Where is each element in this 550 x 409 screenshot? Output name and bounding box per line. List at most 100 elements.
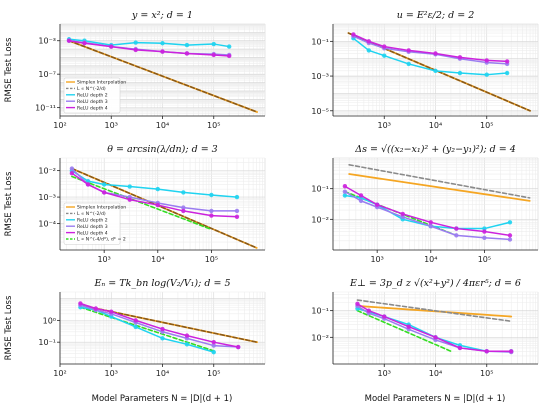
data-point-relu-depth-3 [342, 189, 348, 194]
data-point-relu-depth-4 [351, 32, 356, 37]
x-tick-label: 10³ [105, 121, 118, 130]
y-tick-label: 10⁻⁴ [38, 220, 56, 229]
series-group [78, 301, 258, 355]
data-point-relu-depth-2 [234, 194, 240, 200]
data-point-relu-depth-2 [184, 342, 190, 347]
data-point-relu-depth-4 [85, 182, 91, 187]
data-point-relu-depth-4 [358, 193, 364, 198]
legend-label: ReLU depth 2 [77, 93, 108, 99]
data-point-relu-depth-4 [93, 306, 99, 311]
y-tick-label: 10⁻¹ [311, 37, 329, 46]
y-tick-label: 10⁻² [38, 167, 56, 176]
y-axis-label-1: RMSE Test Loss [4, 37, 14, 102]
x-tick-label: 10⁵ [207, 121, 220, 130]
legend-box [63, 77, 121, 114]
y-tick-label: 10⁻³ [38, 37, 56, 46]
data-point-relu-depth-2 [133, 324, 138, 330]
data-point-relu-depth-2 [184, 42, 190, 48]
x-axis-label-left: Model Parameters N = |D|(d + 1) [92, 394, 233, 404]
legend-label: ReLU depth 4 [77, 230, 108, 236]
series-line-relu-depth-3 [344, 190, 511, 241]
data-point-relu-depth-3 [428, 223, 433, 229]
series-line-relu-depth-4 [68, 39, 230, 57]
chart-panel-4: 10³ 10⁴ 10⁵ 10⁻¹ 10⁻² Δs = √((x₂−x₁)² + (y₂−y… [311, 144, 539, 264]
chart-panel-1: 10² 10³ 10⁴ 10⁵ 10⁻³ 10⁻⁷ 10⁻¹¹ y = x²; d = 1 [35, 10, 266, 130]
data-point-relu-depth-2 [433, 68, 438, 74]
data-point-relu-depth-4 [484, 349, 489, 354]
grid [59, 291, 266, 365]
data-point-relu-depth-2 [507, 220, 513, 225]
series-line-relu-depth-4 [356, 303, 512, 353]
series-group [347, 32, 531, 112]
data-point-relu-depth-4 [504, 59, 510, 64]
data-point-relu-depth-2 [160, 41, 165, 46]
data-point-relu-depth-4 [382, 44, 387, 49]
data-point-relu-depth-4 [184, 51, 190, 56]
data-point-relu-depth-4 [428, 220, 433, 225]
data-point-relu-depth-4 [184, 333, 190, 338]
data-point-relu-depth-4 [355, 301, 360, 307]
data-point-relu-depth-2 [366, 48, 372, 53]
data-point-relu-depth-4 [433, 335, 438, 340]
data-point-relu-depth-4 [366, 39, 372, 44]
chart-panel-3: 10³ 10⁴ 10⁵ 10⁻² 10⁻³ 10⁻⁴ θ = arcsin(λ/dn); d… [38, 144, 266, 264]
data-point-relu-depth-3 [209, 208, 214, 214]
data-point-relu-depth-4 [433, 51, 438, 56]
data-point-relu-depth-3 [181, 205, 186, 210]
data-point-relu-depth-4 [382, 314, 387, 319]
data-point-relu-depth-4 [160, 326, 165, 332]
legend-label: Simplex Interpolation [77, 80, 126, 86]
series-group [355, 299, 514, 355]
data-point-relu-depth-2 [155, 186, 160, 192]
data-point-relu-depth-4 [507, 233, 513, 238]
series-line-relu-depth-2 [71, 169, 238, 198]
data-point-relu-depth-4 [234, 214, 240, 219]
series-line-relu-depth-4 [71, 172, 238, 218]
x-tick-label: 10³ [378, 369, 391, 378]
legend-label: L ∝ N^(-4/d*), d* = 2 [77, 237, 126, 243]
x-tick-label: 10⁵ [207, 369, 220, 378]
x-tick-label: 10⁴ [429, 369, 442, 378]
data-point-relu-depth-4 [509, 349, 514, 354]
data-point-relu-depth-4 [82, 41, 87, 46]
data-point-relu-depth-4 [209, 213, 214, 218]
series-group [342, 164, 531, 242]
data-point-relu-depth-2 [504, 70, 510, 76]
series-line-l-n-2-d [71, 167, 258, 249]
data-point-relu-depth-2 [484, 72, 489, 77]
legend-box [63, 202, 121, 245]
y-tick-label: 10⁻³ [311, 72, 329, 81]
x-tick-label: 10⁵ [205, 255, 218, 264]
x-tick-label: 10⁵ [480, 121, 493, 130]
x-tick-label: 10⁵ [480, 369, 493, 378]
data-point-relu-depth-3 [69, 166, 75, 171]
data-point-relu-depth-4 [211, 52, 216, 58]
legend-label: ReLU depth 3 [77, 224, 108, 230]
chart-title: θ = arcsin(λ/dn); d = 3 [107, 144, 217, 155]
data-point-relu-depth-2 [342, 193, 348, 198]
series-line-relu-depth-4 [79, 302, 239, 348]
data-point-relu-depth-4 [101, 190, 107, 195]
data-point-relu-depth-4 [366, 308, 372, 313]
x-tick-label: 10³ [378, 121, 391, 130]
data-point-relu-depth-3 [482, 235, 487, 240]
data-point-relu-depth-4 [181, 208, 186, 214]
series-line-l-n-4-d-d-2 [71, 175, 213, 231]
data-point-relu-depth-2 [457, 70, 463, 76]
data-point-relu-depth-4 [133, 318, 138, 323]
series-line-relu-depth-2 [344, 194, 511, 230]
data-point-relu-depth-4 [109, 309, 114, 314]
y-tick-label: 10⁻² [311, 333, 329, 342]
series-line-relu-depth-3 [79, 304, 239, 348]
data-point-relu-depth-2 [133, 40, 138, 45]
y-axis-label-3: RMSE Test Loss [4, 295, 14, 360]
y-tick-label: 10⁻¹ [38, 338, 56, 347]
x-tick-label: 10³ [97, 255, 110, 264]
y-tick-label: 10⁻¹¹ [35, 104, 56, 113]
data-point-relu-depth-4 [69, 170, 75, 176]
grid [332, 23, 539, 117]
data-point-relu-depth-4 [406, 48, 411, 53]
